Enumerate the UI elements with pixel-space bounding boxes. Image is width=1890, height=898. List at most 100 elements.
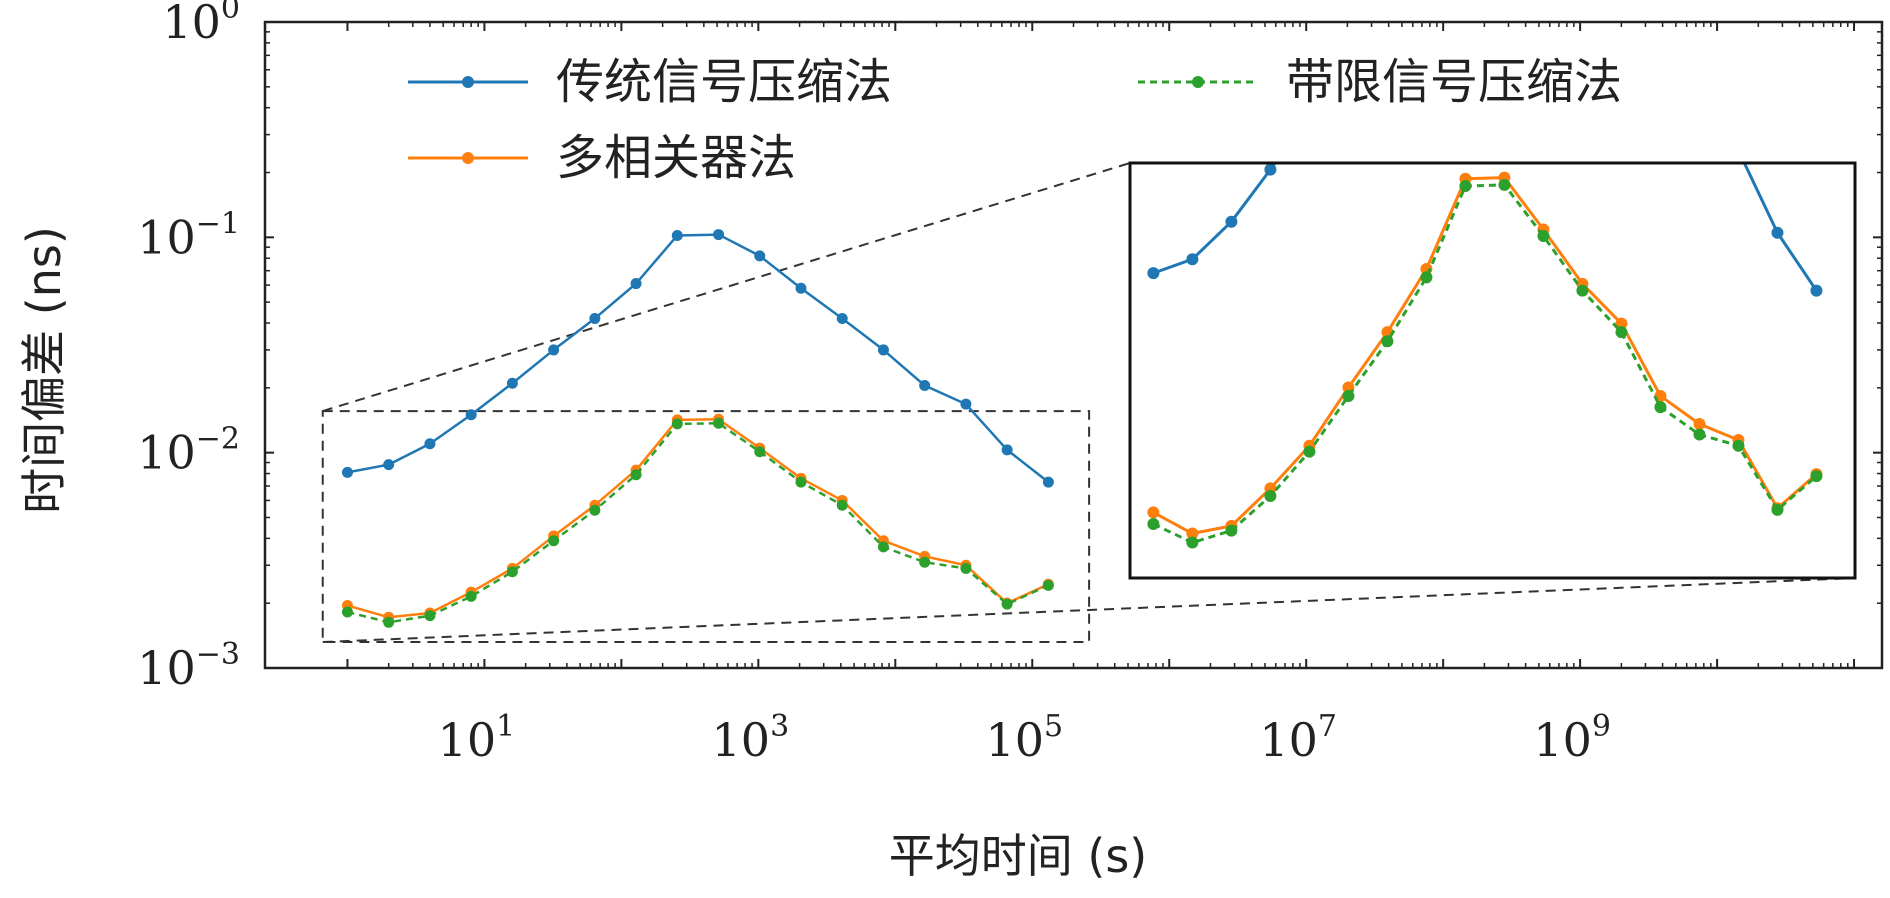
inset-series-1-point [1186,536,1199,549]
inset-series-1-point [1615,326,1628,339]
legend-label: 传统信号压缩法 [556,54,892,110]
inset-series-1-point [1693,428,1706,441]
inset-series-0-point [1771,226,1784,239]
inset-plot [1128,0,1857,580]
series-1-point [383,616,395,628]
series-0-point [795,282,807,294]
inset-series-1-point [1771,503,1784,516]
inset-series-1-point [1303,445,1316,458]
inset-series-2-point [1615,317,1628,330]
series-1-point [1042,579,1054,591]
x-tick-label: 107 [1259,709,1337,767]
x-tick-label: 103 [712,709,790,767]
inset-background [1130,163,1855,578]
series-0-point [548,344,560,356]
series-1-point [589,504,601,516]
series-1-point [671,418,683,430]
x-tick-label: 105 [985,709,1063,767]
series-0-point [1001,444,1013,456]
series-2-line [347,417,1049,619]
x-tick-label: 109 [1533,709,1611,767]
y-tick-label: 10−2 [137,422,240,480]
series-0-point [424,438,436,450]
series-1-point [795,476,807,488]
inset-series-1-line [1152,183,1818,545]
series-0-point [754,250,766,262]
inset-series-2-line [1152,176,1818,536]
inset-series-2-point [1186,527,1199,540]
inset-series-1-point [1420,271,1433,284]
series-1-point [919,556,931,568]
inset-series-1-point [1342,389,1355,402]
series-0-point [506,377,518,389]
inset-series-0-point [1732,145,1744,157]
series-0-point [671,229,683,241]
inset-series-1-point [1576,284,1589,297]
series-1-point [877,541,889,553]
series-1-point [465,590,477,602]
zoom-connector-top [322,162,1131,413]
inset-series-0-point [1147,267,1160,280]
series-0-line [347,233,1050,484]
inset-series-0-point [1225,215,1238,228]
legend-marker [462,76,474,88]
inset-series-0-point [1186,253,1199,266]
series-1-point [1001,598,1013,610]
inset-series-0-point [1615,0,1627,3]
y-tick-label: 100 [162,0,240,49]
series-1-point [548,535,560,547]
series-0-point [465,409,477,421]
inset-series-1-point [1225,524,1238,537]
inset-series-1-point [1810,470,1823,483]
inset-series-1-point [1732,439,1745,452]
x-axis-title: 平均时间 (s) [889,829,1147,883]
series-1-point [341,606,353,618]
legend-marker [462,152,474,164]
series-1-point [713,417,725,429]
series-0-point [919,380,931,392]
series-0-point [341,466,353,478]
main-axes-frame [263,20,1884,670]
legend-label: 多相关器法 [556,130,796,186]
main-plot-series [341,229,1054,628]
y-axis-title: 时间偏差 (ns) [17,226,71,514]
y-tick-label: 10−3 [137,637,240,695]
series-0-point [630,278,642,290]
inset-series-0-point [1810,284,1823,297]
legend-label: 带限信号压缩法 [1286,54,1622,110]
inset-series-0-line [1152,163,1818,292]
inset-series-0-point [1693,111,1705,123]
series-0-point [589,312,601,324]
series-1-point [506,566,518,578]
inset-series-1-point [1654,401,1667,414]
inset-series [1147,0,1823,549]
inset-series-0-point [1264,163,1277,176]
series-0-point [877,344,889,356]
inset-series-2-point [1693,418,1706,431]
inset-series-0-point [1654,47,1666,59]
zoom-connector-bottom [322,577,1856,644]
inset-series-1-point [1264,490,1277,503]
x-axis-ticks: 101 103 105 107 109 10−3 10−2 10−1 100 [137,0,1882,767]
zoom-rectangle [321,410,1091,644]
series-1-point [960,562,972,574]
inset-series-1-point [1537,230,1550,243]
series-1-point [836,499,848,511]
series-1-point [630,469,642,481]
series-1-point [424,610,436,622]
series-0-point [383,459,395,471]
legend-marker [1192,76,1204,88]
series-0-point [836,312,848,324]
x-tick-label: 101 [438,709,516,767]
y-tick-label: 10−1 [137,206,240,264]
series-0-point [713,229,725,241]
series-0-point [1042,476,1054,488]
series-1-point [754,446,766,458]
series-1-line [347,421,1049,624]
inset-series-1-point [1381,335,1394,348]
inset-border [1128,161,1857,580]
inset-series-1-point [1498,178,1511,191]
inset-series-0-point [1381,0,1393,3]
